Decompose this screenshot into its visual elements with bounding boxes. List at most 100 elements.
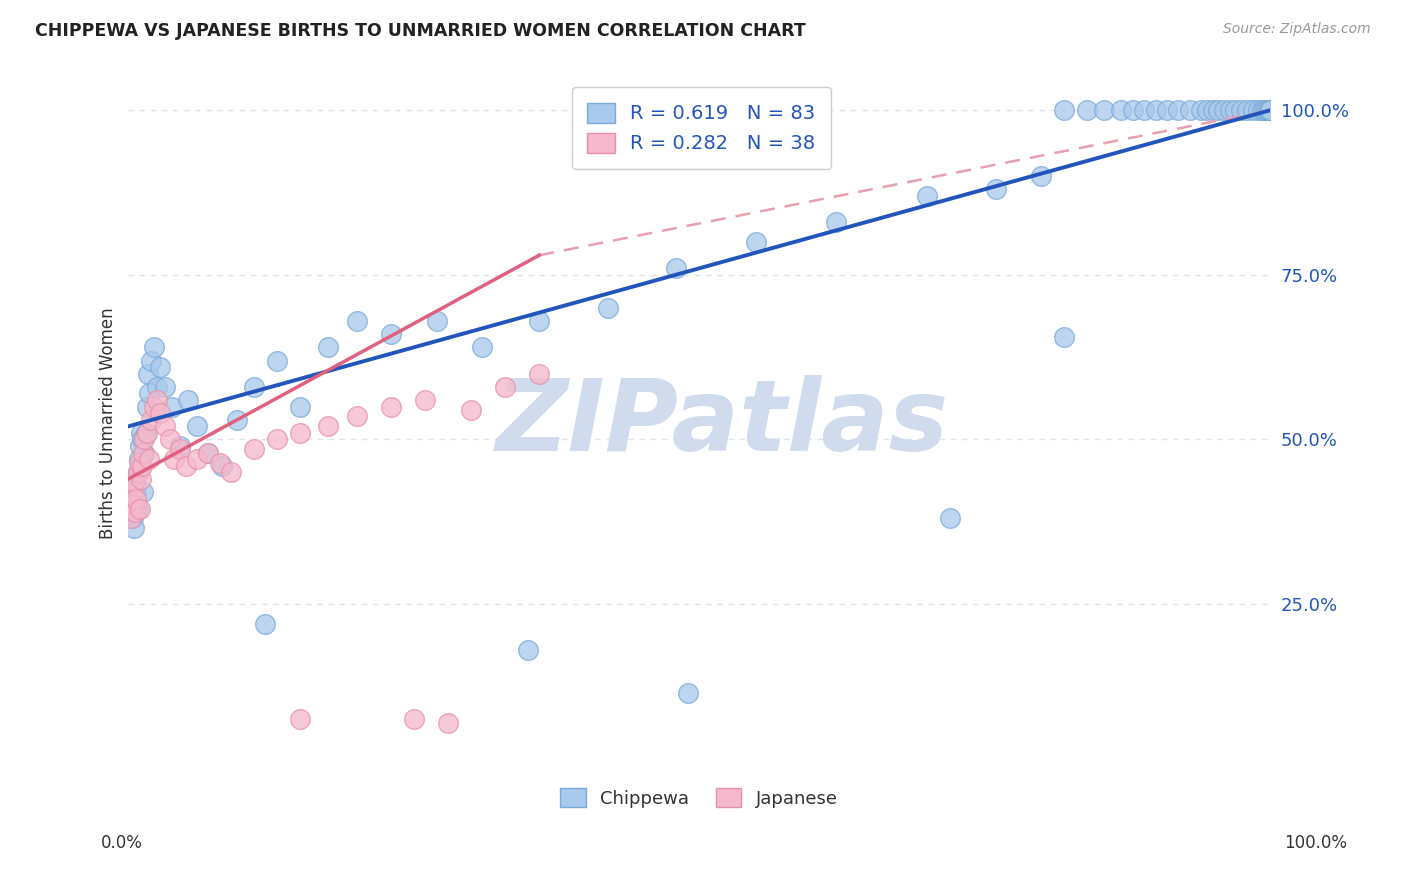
Point (1256, 103, 1278, 118)
Point (186, 452, 208, 467)
Point (1253, 103, 1275, 118)
Point (1213, 103, 1236, 118)
Point (1225, 103, 1247, 118)
Point (122, 499, 145, 513)
Point (380, 400, 402, 414)
Point (169, 439, 191, 453)
Point (128, 501, 150, 516)
Point (1195, 103, 1218, 118)
Point (825, 215, 848, 229)
Point (1167, 103, 1189, 118)
Point (142, 340, 165, 354)
Point (1230, 103, 1253, 118)
Point (134, 445, 156, 459)
Point (516, 643, 538, 657)
Point (243, 442, 266, 457)
Point (460, 403, 482, 417)
Point (122, 475, 145, 490)
Point (122, 521, 145, 535)
Point (132, 445, 155, 459)
Point (136, 367, 159, 381)
Point (122, 491, 145, 506)
Point (266, 353, 288, 368)
Point (1258, 103, 1281, 118)
Point (243, 380, 266, 394)
Point (127, 466, 149, 480)
Point (121, 485, 143, 500)
Point (125, 478, 148, 492)
Point (129, 425, 152, 440)
Point (402, 712, 425, 726)
Point (125, 488, 148, 502)
Point (135, 425, 157, 440)
Point (160, 400, 183, 414)
Point (128, 456, 150, 470)
Point (153, 380, 176, 394)
Point (186, 419, 208, 434)
Point (124, 505, 146, 519)
Point (129, 472, 152, 486)
Point (1208, 103, 1230, 118)
Point (254, 616, 277, 631)
Point (529, 314, 551, 328)
Point (288, 400, 311, 414)
Y-axis label: Births to Unmarried Women: Births to Unmarried Women (100, 307, 117, 539)
Point (745, 235, 768, 249)
Point (1250, 103, 1272, 118)
Point (121, 505, 143, 519)
Point (177, 392, 200, 407)
Point (197, 445, 219, 459)
Point (529, 367, 551, 381)
Point (1178, 103, 1201, 118)
Point (437, 715, 460, 730)
Point (1053, 103, 1076, 118)
Legend: Chippewa, Japanese: Chippewa, Japanese (553, 781, 845, 815)
Point (122, 501, 145, 516)
Point (380, 327, 402, 342)
Point (494, 380, 516, 394)
Point (1219, 103, 1241, 118)
Point (131, 458, 153, 473)
Point (939, 511, 962, 525)
Point (676, 686, 699, 700)
Text: CHIPPEWA VS JAPANESE BIRTHS TO UNMARRIED WOMEN CORRELATION CHART: CHIPPEWA VS JAPANESE BIRTHS TO UNMARRIED… (35, 22, 806, 40)
Point (1258, 103, 1281, 118)
Point (596, 301, 619, 315)
Point (124, 472, 146, 486)
Point (1156, 103, 1178, 118)
Point (219, 466, 242, 480)
Point (1258, 103, 1281, 118)
Point (316, 419, 339, 434)
Point (134, 433, 156, 447)
Point (1111, 103, 1133, 118)
Point (917, 189, 939, 203)
Point (266, 433, 288, 447)
Point (1247, 103, 1270, 118)
Point (135, 425, 157, 440)
Point (1076, 103, 1098, 118)
Text: Source: ZipAtlas.com: Source: ZipAtlas.com (1223, 22, 1371, 37)
Point (141, 413, 163, 427)
Point (1189, 103, 1212, 118)
Point (1258, 103, 1281, 118)
Text: ZIPatlas: ZIPatlas (495, 375, 949, 472)
Point (208, 456, 231, 470)
Text: 100.0%: 100.0% (1284, 834, 1347, 852)
Point (346, 409, 368, 424)
Point (125, 491, 148, 506)
Point (1258, 103, 1281, 118)
Point (138, 452, 160, 467)
Point (288, 425, 311, 440)
Point (135, 400, 157, 414)
Point (142, 400, 165, 414)
Point (197, 445, 219, 459)
Point (1256, 103, 1278, 118)
Point (1053, 330, 1076, 344)
Point (149, 406, 172, 420)
Point (159, 433, 181, 447)
Point (1092, 103, 1115, 118)
Point (1201, 103, 1223, 118)
Point (127, 501, 149, 516)
Point (132, 485, 155, 500)
Point (346, 314, 368, 328)
